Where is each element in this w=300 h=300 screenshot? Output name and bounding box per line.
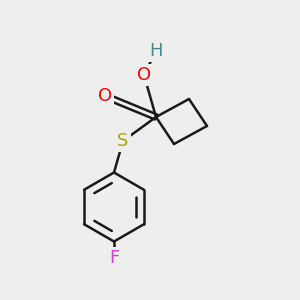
Text: F: F [109,249,119,267]
Text: S: S [117,132,129,150]
Text: O: O [137,66,151,84]
Text: O: O [98,87,112,105]
Text: H: H [149,42,163,60]
